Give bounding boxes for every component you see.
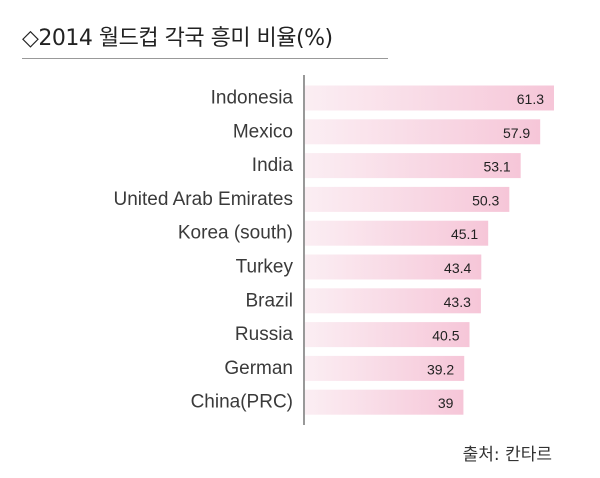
bar-mexico: [305, 119, 541, 145]
bar-brazil: [305, 288, 481, 314]
value-label: 61.3: [517, 91, 544, 107]
category-label: China(PRC): [191, 392, 293, 413]
source-note: 출처: 칸타르: [462, 445, 552, 465]
value-label: 43.4: [444, 260, 471, 276]
category-labels-group: Indonesia Mexico India United Arab Emirates…: [113, 88, 293, 413]
value-label: 53.1: [483, 159, 510, 175]
category-label: Russia: [235, 324, 294, 345]
bar-german: [305, 355, 465, 381]
bar-united-arab-emirates: [305, 186, 510, 212]
value-label: 45.1: [451, 226, 478, 242]
title-divider: [22, 58, 388, 59]
value-label: 50.3: [472, 192, 499, 208]
bar-india: [305, 153, 521, 179]
category-label: Brazil: [245, 290, 293, 311]
category-label: Mexico: [233, 121, 293, 142]
value-label: 39.2: [427, 361, 454, 377]
value-label: 57.9: [503, 125, 530, 141]
bar-china-prc: [305, 389, 464, 415]
category-label: Korea (south): [178, 223, 293, 244]
category-label: Indonesia: [211, 88, 294, 109]
bar-turkey: [305, 254, 482, 280]
category-label: German: [224, 358, 293, 379]
value-label: 40.5: [432, 328, 459, 344]
category-label: India: [252, 155, 294, 176]
category-label: United Arab Emirates: [113, 189, 293, 210]
bar-korea-south: [305, 220, 489, 246]
value-label: 43.3: [444, 294, 471, 310]
bar-indonesia: [305, 85, 554, 111]
category-label: Turkey: [236, 257, 294, 278]
value-label: 39: [438, 395, 454, 411]
chart-title: ◇2014 월드컵 각국 흥미 비율(%): [22, 26, 333, 51]
value-labels-group: 61.3 57.9 53.1 50.3 45.1 43.4 43.3 40.5 39.2 39: [427, 91, 544, 411]
bars-group: [305, 85, 554, 415]
bar-russia: [305, 322, 470, 348]
